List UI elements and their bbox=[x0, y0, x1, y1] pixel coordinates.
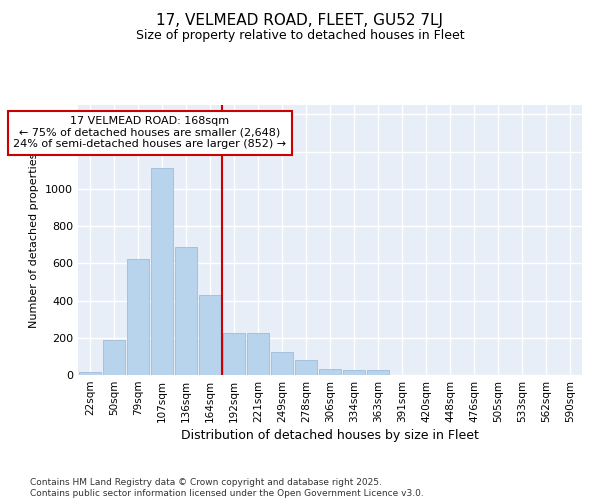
Y-axis label: Number of detached properties: Number of detached properties bbox=[29, 152, 40, 328]
Text: Size of property relative to detached houses in Fleet: Size of property relative to detached ho… bbox=[136, 29, 464, 42]
Bar bbox=[175, 248, 197, 375]
Bar bbox=[343, 370, 365, 375]
Bar bbox=[127, 258, 149, 375]
Text: 17, VELMEAD ROAD, FLEET, GU52 7LJ: 17, VELMEAD ROAD, FLEET, GU52 7LJ bbox=[157, 12, 443, 28]
Bar bbox=[295, 360, 317, 375]
Bar bbox=[247, 333, 269, 375]
Bar bbox=[103, 340, 125, 375]
Bar bbox=[271, 352, 293, 375]
Bar bbox=[151, 168, 173, 375]
X-axis label: Distribution of detached houses by size in Fleet: Distribution of detached houses by size … bbox=[181, 429, 479, 442]
Text: 17 VELMEAD ROAD: 168sqm
← 75% of detached houses are smaller (2,648)
24% of semi: 17 VELMEAD ROAD: 168sqm ← 75% of detache… bbox=[13, 116, 287, 150]
Bar bbox=[223, 333, 245, 375]
Text: Contains HM Land Registry data © Crown copyright and database right 2025.
Contai: Contains HM Land Registry data © Crown c… bbox=[30, 478, 424, 498]
Bar bbox=[199, 295, 221, 375]
Bar bbox=[319, 370, 341, 375]
Bar bbox=[79, 372, 101, 375]
Bar bbox=[367, 370, 389, 375]
